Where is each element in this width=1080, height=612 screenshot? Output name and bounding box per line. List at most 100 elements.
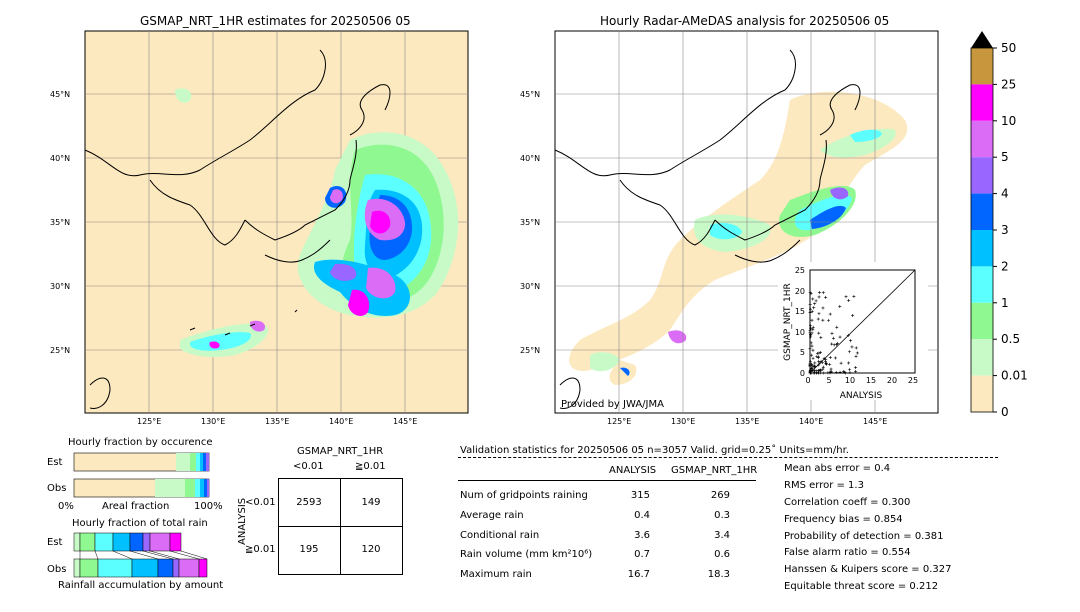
- scatter-xtick: 20: [887, 376, 897, 385]
- scatter-point: [854, 369, 858, 373]
- scatter-point: [821, 306, 825, 310]
- scatter-point: [827, 318, 831, 322]
- validation-rule: [458, 480, 756, 481]
- scatter-point: [847, 350, 851, 354]
- scatter-point: [817, 351, 821, 355]
- contingency-col-lt: <0.01: [293, 461, 324, 472]
- right-lon-label: 135°E: [735, 417, 760, 426]
- scatter-point: [811, 297, 815, 301]
- right-lon-label: 140°E: [799, 417, 824, 426]
- scatter-point: [821, 318, 825, 322]
- scatter-xtick: 5: [826, 376, 831, 385]
- right-map-credit: Provided by JWA/JMA: [561, 399, 664, 410]
- total-rain-bars: [73, 532, 208, 578]
- scatter-point: [808, 347, 812, 351]
- scatter-point: [835, 325, 839, 329]
- scatter-point: [809, 335, 813, 339]
- contingency-cell-a: 2593: [296, 497, 322, 508]
- score-line: Correlation coeff = 0.300: [784, 497, 911, 508]
- validation-row-label: Average rain: [460, 510, 524, 521]
- scatter-point: [808, 359, 812, 363]
- scatter-point: [849, 339, 853, 343]
- scatter-point: [847, 299, 851, 303]
- score-line: Frequency bias = 0.854: [784, 514, 903, 525]
- colorbar-label: 0.5: [1001, 332, 1020, 346]
- scatter-point: [811, 348, 815, 352]
- validation-row-gsmap: 269: [710, 490, 730, 501]
- scatter-point: [811, 364, 815, 368]
- scatter-point: [811, 327, 815, 331]
- colorbar-swatch: [971, 84, 993, 121]
- scatter-xtick: 25: [908, 376, 918, 385]
- validation-row-label: Num of gridpoints raining: [460, 490, 588, 501]
- right-lat-label: 40°N: [520, 154, 540, 163]
- scatter-point: [844, 295, 848, 299]
- colorbar-extend-arrow: [971, 31, 993, 48]
- left-lat-label: 30°N: [50, 282, 70, 291]
- scatter-point: [808, 362, 812, 366]
- scatter-point: [810, 310, 814, 314]
- scatter-point: [826, 371, 830, 375]
- occurrence-axis-mid: Areal fraction: [102, 501, 170, 512]
- score-line: False alarm ratio = 0.554: [784, 547, 911, 558]
- colorbar-label: 1: [1001, 296, 1009, 310]
- occurrence-axis-right: 100%: [194, 501, 223, 512]
- validation-row-analysis: 16.7: [627, 569, 650, 580]
- scatter-xtick: 10: [845, 376, 855, 385]
- scatter-ytick: 15: [795, 307, 805, 316]
- scatter-point: [841, 370, 845, 374]
- left-lat-label: 35°N: [50, 218, 70, 227]
- left-lat-label: 40°N: [50, 154, 70, 163]
- colorbar-label: 25: [1001, 77, 1016, 91]
- scatter-point: [813, 365, 817, 369]
- scatter-point: [817, 290, 821, 294]
- scatter-ytick: 25: [795, 266, 805, 275]
- left-lon-label: 145°E: [393, 417, 418, 426]
- left-lon-label: 135°E: [265, 417, 290, 426]
- scatter-point: [812, 306, 816, 310]
- validation-row-analysis: 0.7: [634, 549, 650, 560]
- scatter-point: [809, 353, 813, 357]
- colorbar-swatch: [971, 48, 993, 85]
- left-lon-label: 140°E: [329, 417, 354, 426]
- scatter-plot: 0 5 10 15 20 25 0 5 10 15 20 25 ANALYSIS…: [783, 266, 918, 400]
- colorbar-swatch: [971, 120, 993, 158]
- validation-col-gsmap: GSMAP_NRT_1HR: [671, 465, 758, 476]
- validation-row-label: Rain volume (mm km²10⁶): [460, 549, 593, 560]
- scatter-point: [828, 362, 832, 366]
- occurrence-obs-label: Obs: [47, 483, 67, 494]
- score-line: Probability of detection = 0.381: [784, 531, 944, 542]
- scatter-point: [854, 354, 858, 358]
- scatter-point: [813, 302, 817, 306]
- scatter-point: [846, 333, 850, 337]
- colorbar-swatch: [971, 193, 993, 230]
- scatter-point: [824, 362, 828, 366]
- scatter-point: [829, 367, 833, 371]
- validation-row-gsmap: 0.6: [714, 549, 730, 560]
- scatter-point: [821, 365, 825, 369]
- colorbar-swatch: [971, 230, 993, 267]
- contingency-table: 2593 149 195 120: [278, 478, 403, 575]
- colorbar-swatch: [971, 302, 993, 340]
- total-rain-footer: Rainfall accumulation by amount: [58, 580, 224, 591]
- scatter-point: [819, 350, 823, 354]
- left-map-title: GSMAP_NRT_1HR estimates for 20250506 05: [140, 14, 411, 28]
- scatter-point: [830, 331, 834, 335]
- right-lat-label: 35°N: [520, 218, 540, 227]
- score-line: Hanssen & Kuipers score = 0.327: [784, 564, 952, 575]
- scatter-point: [821, 291, 825, 295]
- scatter-point: [811, 325, 815, 329]
- contingency-cell-d: 120: [361, 544, 381, 555]
- scatter-point: [824, 358, 828, 362]
- contingency-col-ge: ≧0.01: [355, 461, 386, 472]
- contingency-row-ge: ≧0.01: [245, 544, 276, 555]
- scatter-point: [851, 314, 855, 318]
- validation-row-analysis: 315: [630, 490, 650, 501]
- scatter-point: [818, 368, 822, 372]
- contingency-title: GSMAP_NRT_1HR: [297, 446, 384, 457]
- scatter-point: [834, 370, 838, 374]
- scatter-point: [854, 365, 858, 369]
- scatter-point: [850, 345, 854, 349]
- score-line: Mean abs error = 0.4: [784, 463, 891, 474]
- left-rain-field: [175, 88, 459, 358]
